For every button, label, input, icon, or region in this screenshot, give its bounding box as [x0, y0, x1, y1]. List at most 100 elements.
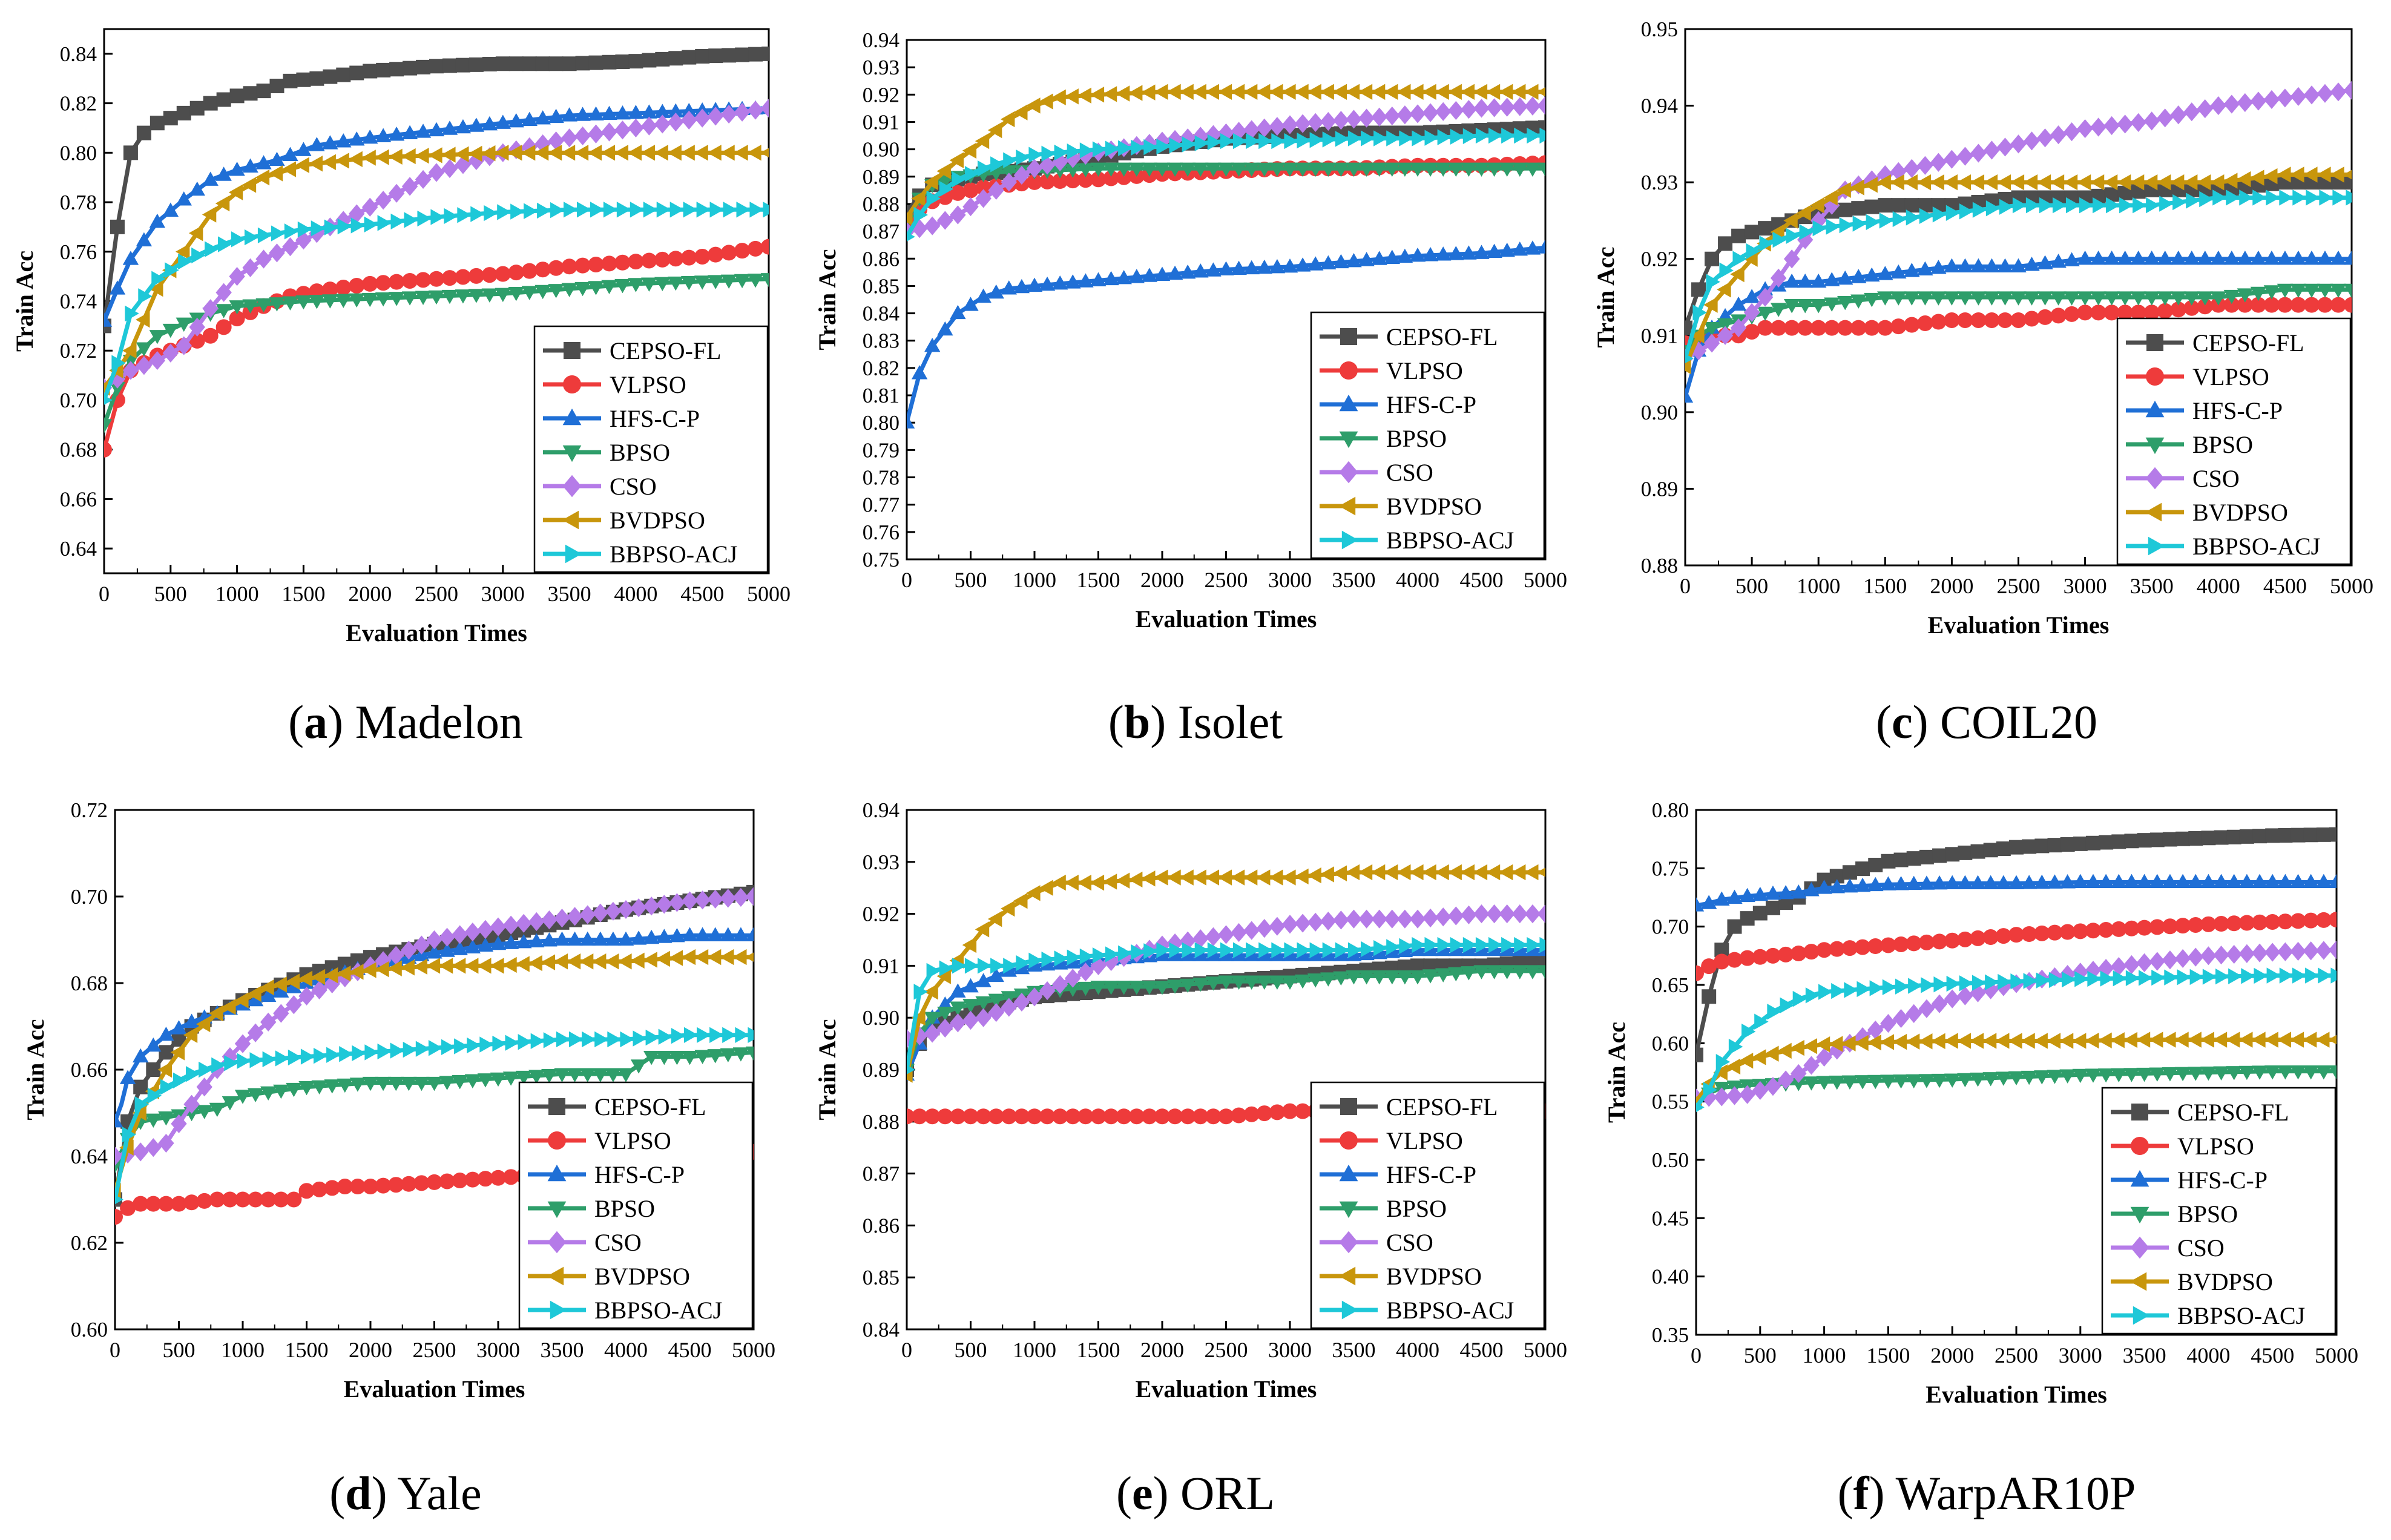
data-point [452, 941, 468, 955]
data-point [133, 1048, 149, 1063]
data-point [1906, 1074, 1922, 1089]
data-point [682, 50, 697, 65]
x-tick-label: 0 [110, 1338, 120, 1362]
y-tick-label: 0.66 [60, 487, 97, 511]
data-point [2226, 1066, 2242, 1081]
data-point [2073, 836, 2088, 851]
y-tick-label: 0.60 [1652, 1032, 1689, 1055]
data-point [401, 148, 416, 165]
legend-marker [2145, 437, 2165, 455]
data-point [1841, 1035, 1856, 1051]
data-point [2162, 832, 2177, 847]
legend-label: BVDPSO [2177, 1268, 2273, 1295]
data-point [1103, 271, 1119, 286]
data-point [1685, 354, 1694, 364]
data-point [2076, 174, 2091, 191]
data-point [707, 1049, 723, 1064]
data-point [2200, 1032, 2214, 1048]
data-point [1409, 909, 1426, 929]
data-point [2023, 174, 2038, 191]
series-markers-bvdpso [907, 864, 1545, 1083]
data-point [2303, 297, 2320, 313]
data-point [1893, 876, 1909, 890]
data-point [1499, 242, 1515, 257]
data-point [237, 1053, 251, 1069]
data-point [745, 927, 754, 941]
data-point [441, 159, 458, 179]
data-point [1358, 970, 1375, 985]
data-point [1969, 1033, 1984, 1049]
data-point [1783, 273, 1800, 288]
data-point [242, 258, 258, 277]
data-point [502, 915, 519, 935]
data-point [1930, 314, 1947, 330]
legend-marker [2131, 1104, 2148, 1120]
data-point [2072, 923, 2088, 939]
data-point [388, 127, 405, 141]
data-point [962, 142, 977, 159]
data-point [952, 171, 967, 188]
data-point [1294, 974, 1311, 989]
data-point [115, 1147, 123, 1166]
legend: CEPSO-FLVLPSOHFS-C-PBPSOCSOBVDPSOBBPSO-A… [1310, 1081, 1545, 1329]
legend-marker [2133, 1306, 2150, 1325]
data-point [1854, 1035, 1869, 1051]
x-tick-label: 2500 [1995, 1343, 2038, 1367]
data-point [2034, 874, 2050, 889]
data-point [1717, 326, 1734, 345]
data-point [615, 54, 630, 69]
data-point [322, 294, 338, 309]
data-point [2065, 197, 2080, 214]
data-point [285, 973, 300, 990]
data-point [962, 978, 979, 993]
data-point [1194, 135, 1209, 151]
data-point [260, 979, 274, 996]
data-point [582, 1031, 596, 1048]
data-point [605, 901, 622, 921]
data-point [1294, 114, 1311, 133]
data-point [322, 281, 338, 298]
data-point [149, 213, 166, 228]
data-point [2215, 968, 2230, 985]
data-point [1052, 1108, 1068, 1125]
y-tick-label: 0.78 [60, 191, 97, 214]
data-point [428, 1040, 443, 1056]
data-point [682, 1050, 698, 1065]
data-point [1783, 249, 1800, 269]
data-point [1131, 944, 1145, 961]
legend: CEPSO-FLVLPSOHFS-C-PBPSOCSOBVDPSOBBPSO-A… [533, 325, 769, 573]
data-point [1282, 1103, 1298, 1119]
data-point [375, 149, 389, 165]
data-point [1052, 975, 1068, 994]
data-point [1243, 921, 1260, 940]
data-point [667, 145, 682, 161]
data-point [605, 1068, 622, 1082]
data-point [600, 145, 616, 161]
data-point [1182, 942, 1196, 958]
series-markers-hfs-c-p [907, 239, 1545, 429]
data-point [1970, 258, 1987, 272]
x-tick-label: 2500 [413, 1338, 456, 1362]
data-point [1090, 1108, 1107, 1125]
x-tick-label: 2000 [1140, 1338, 1184, 1362]
data-point [1943, 174, 1958, 191]
data-point [633, 1030, 647, 1047]
data-point [1791, 1064, 1807, 1084]
data-point [388, 183, 405, 203]
data-point [1752, 886, 1768, 901]
x-tick-label: 2000 [1930, 1343, 1974, 1367]
data-point [1984, 312, 2000, 328]
data-point [133, 1196, 149, 1212]
data-point [1141, 981, 1158, 995]
x-axis-label: Evaluation Times [346, 619, 527, 647]
y-tick-label: 0.64 [60, 537, 97, 561]
data-point [2252, 914, 2268, 930]
data-point [426, 944, 442, 959]
data-point [1271, 133, 1286, 150]
data-point [656, 895, 673, 914]
data-point [2172, 194, 2187, 211]
data-point [2149, 952, 2165, 971]
data-point [1511, 965, 1528, 979]
data-point [1309, 132, 1324, 148]
data-point [1918, 875, 1935, 890]
